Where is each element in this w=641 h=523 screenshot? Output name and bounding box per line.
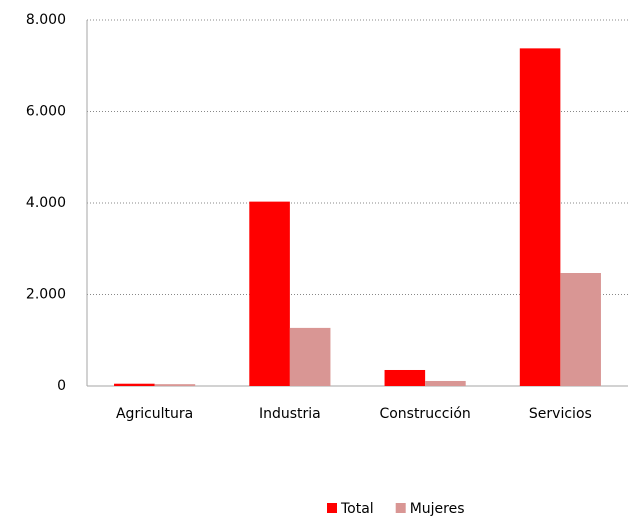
legend-swatch: [327, 503, 337, 513]
y-tick-label: 8.000: [26, 12, 66, 28]
y-tick-label: 0: [57, 378, 66, 394]
x-tick-label: Industria: [259, 406, 321, 422]
bar: [384, 369, 426, 386]
bar: [560, 272, 601, 386]
x-tick-label: Construcción: [379, 406, 470, 422]
bar: [519, 48, 561, 387]
legend-swatch: [395, 503, 406, 513]
x-tick-label: Agricultura: [116, 406, 193, 422]
legend-label: Mujeres: [410, 501, 465, 517]
y-tick-label: 4.000: [26, 195, 66, 211]
y-tick-label: 6.000: [26, 104, 66, 120]
bar: [154, 384, 196, 386]
y-tick-label: 2.000: [26, 287, 66, 303]
bar: [114, 383, 155, 386]
x-tick-label: Servicios: [529, 406, 592, 422]
legend-label: Total: [340, 501, 374, 517]
bar: [425, 380, 466, 386]
bar: [289, 327, 331, 386]
bar: [249, 201, 290, 386]
